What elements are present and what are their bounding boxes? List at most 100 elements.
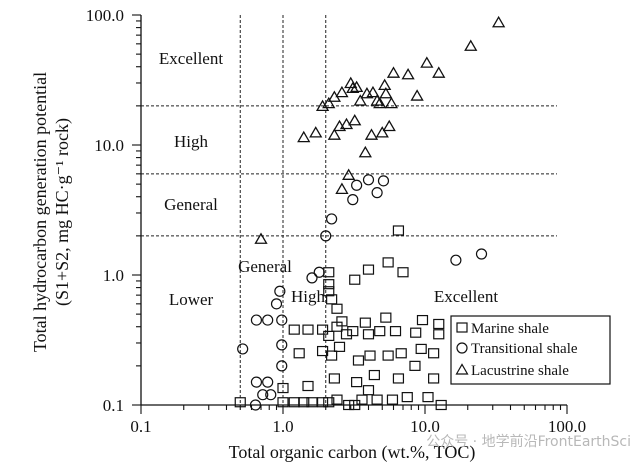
lacustrine-shale-point [386,66,401,78]
marine-shale-point [323,286,335,297]
marine-shale-point [328,373,340,384]
x-tick-labels: 0.1 1.0 10.0 100.0 [130,417,586,436]
lacustrine-shale-point [375,126,389,138]
marine-shale-point [333,341,346,352]
marine-shale-point [428,373,440,384]
marine-shale-point [382,350,394,361]
x-tick-label: 0.1 [130,417,151,436]
lacustrine-shale-point [360,86,374,99]
marine-shale-point [298,397,310,408]
transitional-shale-point [371,187,383,199]
legend-marker-triangle [455,363,469,375]
region-label-x-lower: Lower [169,290,214,309]
lacustrine-shale-point [348,113,362,126]
x-tick-label: 10.0 [410,417,440,436]
marine-shale-point [392,373,405,384]
lacustrine-shale-point [384,96,399,109]
lacustrine-shale-point [346,81,360,94]
lacustrine-shale-point [342,168,356,180]
marine-shale-point [340,329,353,340]
legend-marker-circle [456,342,468,354]
lacustrine-shale-point [401,67,415,80]
transitional-shale-point [326,213,338,225]
lacustrine-shale-point [420,56,434,68]
marine-shale-point [428,348,440,359]
marine-shale-point [336,316,348,327]
y-tick-label: 10.0 [94,136,124,155]
ticks [132,14,568,414]
legend-box [450,315,611,385]
lacustrine-shale-point [366,85,380,98]
marine-shale-point [386,394,399,405]
lacustrine-shale-point [335,182,349,194]
series-square [234,225,447,411]
lacustrine-shale-point [370,94,384,106]
y-tick-label: 100.0 [86,6,124,25]
transitional-shale-point [250,376,263,388]
lacustrine-shale-point [297,130,311,143]
marine-shale-point [351,377,363,388]
region-label-x-excellent: Excellent [434,287,498,306]
marine-shale-point [415,343,427,355]
transitional-shale-point [276,360,288,372]
transitional-shale-point [262,314,274,326]
series-triangle [254,15,506,244]
transitional-shale-point [313,266,325,278]
marine-shale-point [397,267,409,278]
marine-shale-point [277,382,289,394]
lacustrine-shale-point [378,78,392,91]
legend-label-marine: Marine shale [471,321,549,337]
x-tick-label: 1.0 [272,417,293,436]
legend-marker-square [456,322,468,333]
lacustrine-shale-point [410,89,424,101]
lacustrine-shale-point [379,86,393,99]
transitional-shale-point [377,175,390,187]
lacustrine-shale-point [432,66,446,78]
lacustrine-shale-point [382,119,396,132]
lacustrine-shale-point [373,96,387,109]
marine-shale-point [349,274,361,285]
marine-shale-point [362,329,375,340]
threshold-lines [141,15,557,405]
y-axis-title-line1: Total hydrocarbon generation potential [30,72,50,352]
transitional-shale-point [320,230,332,242]
watermark: 公众号 · 地学前沿FrontEarthSci [426,434,631,450]
transitional-shale-point [265,389,277,401]
marine-shale-point [331,303,343,314]
marine-shale-point [326,350,338,361]
marine-shale-point [347,326,359,337]
marine-shale-point [316,397,329,408]
transitional-shale-point [351,179,363,191]
region-label-x-high: High [291,287,326,306]
marine-shale-point [352,355,365,366]
legend-label-transitional: Transitional shale [471,341,578,357]
lacustrine-shale-point [322,96,336,109]
marine-shale-point [302,324,314,335]
region-label-y-high: High [174,132,209,151]
marine-shale-point [234,397,246,408]
transitional-shale-point [475,248,488,260]
marine-shale-point [433,318,445,330]
transitional-shale-point [306,272,318,284]
lacustrine-shale-point [350,80,364,93]
transitional-shale-point [262,376,274,388]
marine-shale-point [380,312,392,323]
lacustrine-shale-point [335,85,349,98]
x-tick-label: 100.0 [548,417,586,436]
region-label-y-excellent: Excellent [159,49,223,68]
y-axis-title-line2: (S1+S2, mg HC·g⁻¹ rock) [52,118,73,306]
lacustrine-shale-point [327,128,341,140]
marine-shale-point [416,314,429,326]
transitional-shale-point [276,339,288,351]
y-tick-label: 0.1 [103,396,124,415]
transitional-shale-point [249,399,262,411]
marine-shale-point [323,397,335,408]
marine-shale-point [435,399,447,411]
transitional-shale-point [450,254,462,266]
transitional-shale-point [362,174,375,186]
lacustrine-shale-point [254,232,268,244]
lacustrine-shale-point [353,94,367,106]
y-tick-label: 1.0 [103,266,124,285]
marine-shale-point [277,397,289,408]
